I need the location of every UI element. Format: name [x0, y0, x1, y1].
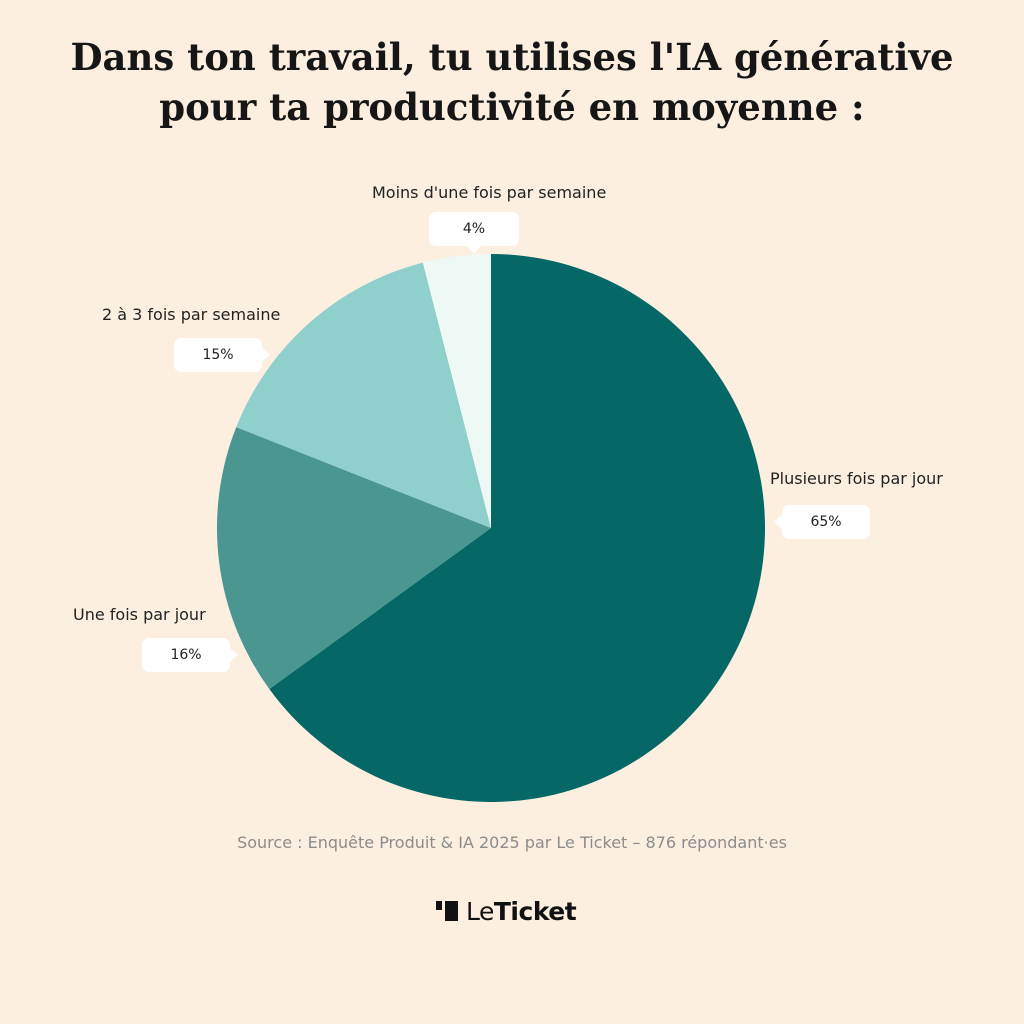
slice-value-callout-moins-d-une-fois-par-semaine: 4% [429, 212, 519, 254]
pie-slices [216, 253, 766, 802]
chart-title-line-1: Dans ton travail, tu utilises l'IA génér… [70, 35, 954, 79]
pie-slice-une-fois-par-jour [216, 427, 491, 690]
brand-wordmark: LeTicket [466, 896, 577, 926]
slice-label-moins-d-une-fois-par-semaine: Moins d'une fois par semaine [372, 183, 607, 202]
slice-value-callout-plusieurs-fois-par-jour: 65% [774, 505, 870, 539]
leticket-logo-icon [436, 901, 458, 921]
slice-label-une-fois-par-jour: Une fois par jour [73, 605, 206, 624]
slice-label-2-a-3-fois-par-semaine: 2 à 3 fois par semaine [102, 305, 281, 324]
chart-title: Dans ton travail, tu utilises l'IA génér… [0, 32, 1024, 132]
chart-title-line-2: pour ta productivité en moyenne : [159, 85, 865, 129]
brand-logo: LeTicket [436, 895, 577, 927]
pie-slice-plusieurs-fois-par-jour [269, 253, 766, 802]
brand-wordmark-part2: Ticket [493, 896, 577, 926]
pie-slice-2-a-3-fois-par-semaine [236, 262, 491, 528]
slice-value-callout-2-a-3-fois-par-semaine: 15% [174, 338, 270, 372]
slice-value-callout-une-fois-par-jour: 16% [142, 638, 238, 672]
pie-slice-moins-d-une-fois-par-semaine [422, 254, 491, 528]
slice-label-plusieurs-fois-par-jour: Plusieurs fois par jour [770, 469, 943, 488]
brand-wordmark-part1: Le [466, 896, 494, 926]
source-note: Source : Enquête Produit & IA 2025 par L… [237, 833, 787, 852]
